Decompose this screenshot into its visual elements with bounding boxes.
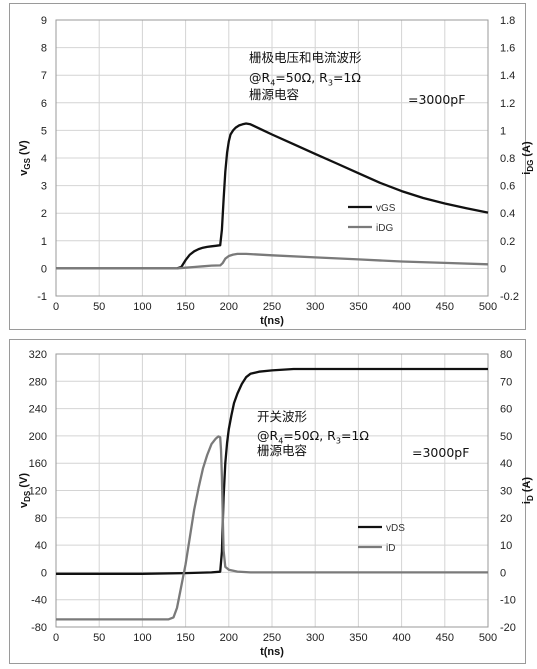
y-tick-label: 8	[41, 43, 47, 55]
annotation-capacitance-label: 栅源电容	[257, 443, 308, 458]
x-tick-label: 250	[263, 301, 281, 313]
y-tick-label: 80	[35, 513, 47, 525]
x-tick-label: 400	[392, 632, 410, 644]
gate-waveform-panel: 0 50 100 150 200 250 300 350 400 450 500 -1 0 1 2 3 4 5 6 7…	[9, 3, 535, 330]
annotation-resistors: @R4=50Ω, R3=1Ω	[257, 428, 369, 446]
y-tick-label: 5	[41, 125, 47, 137]
y2-tick-label: 40	[500, 458, 512, 470]
y2-tick-label: 0.8	[500, 153, 515, 165]
y2-tick-label: 30	[500, 486, 512, 498]
y2-tick-label: -0.2	[500, 291, 519, 303]
x-tick-label: 500	[479, 301, 497, 313]
y-axis-label: vGS (V)	[18, 140, 32, 176]
y-tick-label: 160	[29, 458, 47, 470]
gate-waveform-chart: 0 50 100 150 200 250 300 350 400 450 500 -1 0 1 2 3 4 5 6 7…	[18, 15, 535, 327]
series-line-vGS	[56, 122, 489, 270]
x-tick-label: 0	[53, 301, 59, 313]
annotation-title: 栅极电压和电流波形	[249, 50, 362, 65]
legend-label-vGS: vGS	[376, 203, 396, 214]
y2-tick-label: 0.6	[500, 181, 515, 193]
annotation-capacitance-value: =3000pF	[412, 445, 470, 460]
y-tick-label: -1	[37, 291, 47, 303]
y-tick-label: -80	[31, 622, 47, 634]
x-axis-label: t(ns)	[260, 315, 284, 327]
y-tick-label: 9	[41, 15, 47, 27]
y2-tick-label: -10	[500, 595, 516, 607]
y-tick-label: 320	[29, 349, 47, 361]
x-tick-label: 400	[392, 301, 410, 313]
y-tick-label: 0	[41, 263, 47, 275]
y-tick-label: 7	[41, 70, 47, 82]
x-tick-label: 300	[306, 632, 324, 644]
series-line-iD	[56, 435, 488, 621]
x-tick-label: 50	[93, 632, 105, 644]
y2-tick-label: 1.2	[500, 98, 515, 110]
x-tick-label: 250	[263, 632, 281, 644]
y-tick-label: 3	[41, 181, 47, 193]
x-tick-label: 500	[479, 632, 497, 644]
y2-tick-label: 70	[500, 376, 512, 388]
x-tick-label: 150	[176, 632, 194, 644]
annotation-title: 开关波形	[257, 409, 308, 424]
y-tick-label: 6	[41, 98, 47, 110]
x-tick-label: 100	[133, 632, 151, 644]
x-tick-label: 450	[436, 632, 454, 644]
y2-tick-label: 60	[500, 404, 512, 416]
y-tick-label: 120	[29, 486, 47, 498]
y2-tick-label: 0.4	[500, 208, 515, 220]
y2-axis-label: iDG (A)	[521, 141, 535, 175]
x-tick-label: 0	[53, 632, 59, 644]
y-tick-label: 0	[41, 567, 47, 579]
x-tick-label: 200	[220, 632, 238, 644]
x-tick-label: 200	[220, 301, 238, 313]
y-tick-label: 1	[41, 236, 47, 248]
annotation-capacitance-label: 栅源电容	[249, 87, 300, 102]
switching-waveform-panel: 0 50 100 150 200 250 300 350 400 450 500 -80 -40 0 40 8…	[9, 339, 535, 664]
y-tick-label: 280	[29, 376, 47, 388]
y2-tick-label: 1.8	[500, 15, 515, 27]
y-tick-label: 40	[35, 540, 47, 552]
series-line-vDS	[56, 367, 488, 575]
x-tick-label: 50	[93, 301, 105, 313]
x-tick-label: 100	[133, 301, 151, 313]
switching-waveform-chart: 0 50 100 150 200 250 300 350 400 450 500-80-400408…	[18, 349, 535, 658]
y2-tick-label: 0.2	[500, 236, 515, 248]
y2-tick-label: 1.4	[500, 70, 515, 82]
x-axis-label: t(ns)	[260, 646, 284, 658]
legend-label-iD: iD	[386, 543, 395, 554]
y-tick-label: 4	[41, 153, 47, 165]
annotation-resistors: @R4=50Ω, R3=1Ω	[249, 70, 361, 88]
y2-tick-label: 50	[500, 431, 512, 443]
y2-tick-label: -20	[500, 622, 516, 634]
x-tick-label: 450	[436, 301, 454, 313]
y2-tick-label: 20	[500, 513, 512, 525]
x-tick-label: 300	[306, 301, 324, 313]
y2-tick-label: 80	[500, 349, 512, 361]
series-line-iDG	[56, 252, 489, 270]
legend-label-iDG: iDG	[376, 223, 393, 234]
x-tick-label: 350	[349, 301, 367, 313]
plot-frame	[55, 353, 489, 628]
legend-label-vDS: vDS	[386, 523, 405, 534]
y2-tick-label: 0	[500, 567, 506, 579]
y-tick-label: -40	[31, 595, 47, 607]
plot-frame	[55, 19, 489, 297]
y2-tick-label: 10	[500, 540, 512, 552]
y2-tick-label: 0	[500, 263, 506, 275]
y-tick-label: 240	[29, 404, 47, 416]
x-tick-label: 150	[176, 301, 194, 313]
y-tick-label: 2	[41, 208, 47, 220]
y-axis-label: vDS (V)	[18, 473, 32, 508]
y2-axis-label: iD (A)	[521, 477, 535, 505]
y-tick-label: 200	[29, 431, 47, 443]
y2-tick-label: 1	[500, 125, 506, 137]
annotation-capacitance-value: =3000pF	[408, 92, 466, 107]
y2-tick-label: 1.6	[500, 43, 515, 55]
x-tick-label: 350	[349, 632, 367, 644]
